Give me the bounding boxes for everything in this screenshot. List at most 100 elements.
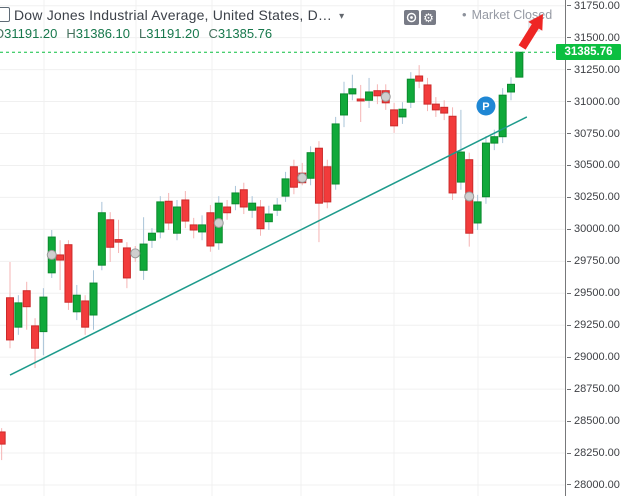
price-tick: 29250.00 xyxy=(566,319,620,331)
candle-body xyxy=(231,192,240,205)
event-dot-icon xyxy=(46,249,57,260)
candle-body xyxy=(198,224,207,233)
candle-body xyxy=(223,206,232,214)
candle-body xyxy=(147,232,156,241)
candle-body xyxy=(181,199,190,222)
price-tick: 29500.00 xyxy=(566,287,620,299)
trendline xyxy=(9,116,528,376)
symbol-title-button[interactable]: Dow Jones Industrial Average, United Sta… xyxy=(14,6,344,24)
candle-body xyxy=(114,239,123,243)
event-dot-icon xyxy=(213,217,224,228)
publication-marker-icon[interactable] xyxy=(476,96,496,116)
event-dot-icon xyxy=(130,248,141,259)
candle-body xyxy=(398,108,407,118)
candle-body xyxy=(507,83,515,93)
price-tick: 31250.00 xyxy=(566,64,620,76)
publication-marker-label: P xyxy=(482,101,489,113)
event-dot-icon xyxy=(297,172,308,183)
candle-body xyxy=(340,93,348,116)
gear-icon: ⚙ xyxy=(423,10,434,25)
candle-body xyxy=(431,103,440,111)
high-label: H xyxy=(66,26,76,41)
price-tick: 30500.00 xyxy=(566,159,620,171)
candle-body xyxy=(273,204,282,211)
price-tick: 28500.00 xyxy=(566,415,620,427)
candle-body xyxy=(31,325,40,349)
candle-body xyxy=(481,142,490,198)
price-tick: 30750.00 xyxy=(566,128,620,140)
price-tick: 30000.00 xyxy=(566,223,620,235)
candle-body xyxy=(14,302,23,328)
candle-body xyxy=(331,123,340,185)
candle-body xyxy=(6,297,14,341)
price-tick: 28750.00 xyxy=(566,383,620,395)
low-label: L xyxy=(139,26,147,41)
candle-body xyxy=(81,300,90,328)
candle-body xyxy=(89,282,98,316)
candle-body xyxy=(206,212,215,247)
candle-body xyxy=(22,290,31,308)
candle-body xyxy=(173,206,181,234)
open-value: 31191.20 xyxy=(4,26,58,41)
candle-body xyxy=(289,166,298,188)
candle-body xyxy=(56,254,65,261)
visibility-toggle-button[interactable] xyxy=(404,10,419,25)
candle-body xyxy=(498,94,507,138)
symbol-title: Dow Jones Industrial Average, United Sta… xyxy=(14,7,333,23)
candle-body xyxy=(490,136,499,144)
candle-body xyxy=(515,51,524,78)
candle-body xyxy=(356,98,365,102)
candle-body xyxy=(281,178,290,197)
candle-body xyxy=(365,91,374,101)
symbol-logo-icon xyxy=(0,7,10,22)
price-tick: 31750.00 xyxy=(566,0,620,12)
candle-body xyxy=(0,431,6,445)
price-tick: 28000.00 xyxy=(566,479,620,491)
candle-body xyxy=(156,201,165,233)
candle-body xyxy=(423,84,432,105)
status-dot-icon: • xyxy=(462,7,467,22)
low-value: 31191.20 xyxy=(146,26,200,41)
candle-body xyxy=(373,90,382,97)
price-tick: 29750.00 xyxy=(566,255,620,267)
high-value: 31386.10 xyxy=(75,26,131,41)
close-value: 31385.76 xyxy=(217,26,273,41)
candle-body xyxy=(256,206,265,230)
price-tick: 28250.00 xyxy=(566,447,620,459)
candle-body xyxy=(64,244,73,303)
candle-body xyxy=(323,166,332,203)
settings-button[interactable]: ⚙ xyxy=(421,10,436,25)
hidden-toolbar-button xyxy=(528,19,541,32)
candle-body xyxy=(239,189,248,208)
event-dot-icon xyxy=(464,191,475,202)
candle-body xyxy=(97,212,106,266)
candle-body xyxy=(122,247,131,279)
candle-body xyxy=(456,151,465,183)
candle-body xyxy=(164,200,173,224)
open-label: O xyxy=(0,26,4,41)
candle-body xyxy=(314,147,323,204)
price-tick: 31500.00 xyxy=(566,32,620,44)
candle-body xyxy=(139,243,148,271)
candle-body xyxy=(473,201,482,224)
close-label: C xyxy=(208,26,218,41)
candle-body xyxy=(72,294,81,313)
price-axis[interactable]: 31750.00 31500.00 31250.00 31000.00 30750.00… xyxy=(565,0,627,496)
candle-body xyxy=(264,213,273,223)
event-dot-icon xyxy=(380,91,391,102)
candle-body xyxy=(306,152,315,179)
candle-body xyxy=(189,224,198,231)
candle-body xyxy=(348,88,357,95)
candle-body xyxy=(390,109,399,127)
price-tick: 30250.00 xyxy=(566,191,620,203)
candle-body xyxy=(39,296,48,333)
last-price-badge: 31385.76 xyxy=(556,44,621,61)
candle-body xyxy=(406,78,415,103)
eye-icon xyxy=(406,12,417,23)
price-tick: 31000.00 xyxy=(566,96,620,108)
candle-body xyxy=(106,219,115,248)
chevron-down-icon: ▾ xyxy=(339,10,345,22)
